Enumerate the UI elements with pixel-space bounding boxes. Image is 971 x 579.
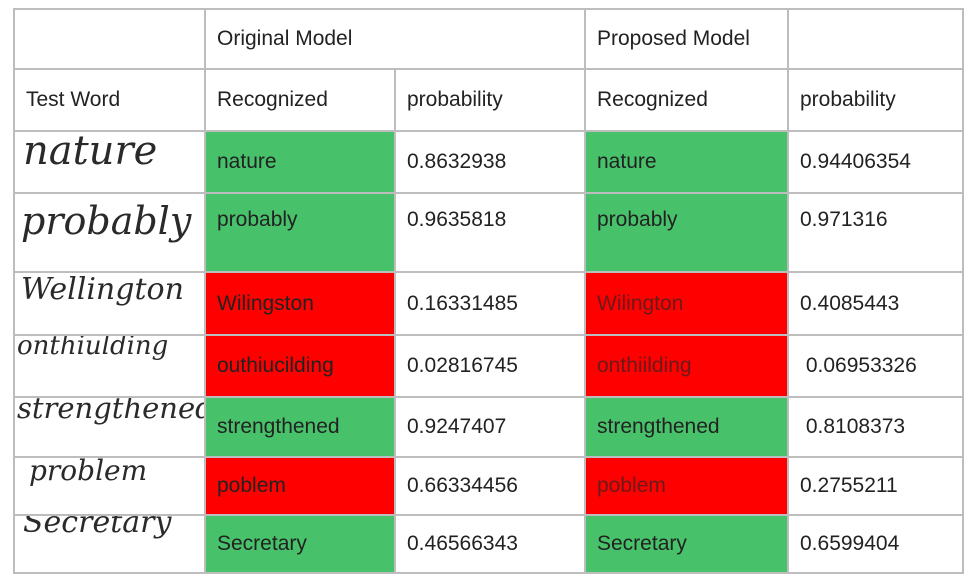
handwritten-word: probably: [21, 199, 192, 243]
handwritten-word-image: Secretary: [13, 514, 206, 574]
orig-probability-cell: 0.9247407: [394, 396, 586, 458]
handwritten-word-image: strengthened: [13, 396, 206, 458]
header-test-word: Test Word: [13, 68, 206, 132]
handwritten-word-image: problem: [13, 456, 206, 516]
header-prop-probability: probability: [787, 68, 964, 132]
orig-recognized-cell: outhiucilding: [204, 334, 396, 398]
orig-recognized-cell: Wilingston: [204, 271, 396, 336]
prop-probability-cell: 0.8108373: [787, 396, 964, 458]
table-row: strengthened strengthened 0.9247407 stre…: [13, 396, 964, 458]
table-row: onthiulding outhiucilding 0.02816745 ont…: [13, 334, 964, 398]
prop-recognized-cell: onthiilding: [584, 334, 789, 398]
header-prop-recognized: Recognized: [584, 68, 789, 132]
prop-recognized-cell: strengthened: [584, 396, 789, 458]
prop-recognized-cell: nature: [584, 130, 789, 194]
table-row: Secretary Secretary 0.46566343 Secretary…: [13, 514, 964, 574]
orig-probability-cell: 0.02816745: [394, 334, 586, 398]
handwritten-word-image: onthiulding: [13, 334, 206, 398]
header-proposed-model: Proposed Model: [584, 8, 789, 70]
orig-recognized-cell: poblem: [204, 456, 396, 516]
header-row-models: Original Model Proposed Model: [13, 8, 964, 70]
prop-probability-cell: 0.6599404: [787, 514, 964, 574]
orig-probability-cell: 0.66334456: [394, 456, 586, 516]
orig-probability-cell: 0.9635818: [394, 192, 586, 273]
prop-recognized-cell: Secretary: [584, 514, 789, 574]
prop-probability-cell: 0.971316: [787, 192, 964, 273]
orig-recognized-cell: nature: [204, 130, 396, 194]
handwritten-word: Wellington: [21, 273, 184, 307]
table-row: nature nature 0.8632938 nature 0.9440635…: [13, 130, 964, 194]
handwritten-word-image: probably: [13, 192, 206, 273]
orig-recognized-cell: strengthened: [204, 396, 396, 458]
header-empty-cell: [13, 8, 206, 70]
results-table: Original Model Proposed Model Test Word …: [13, 8, 964, 574]
header-empty-cell-right: [787, 8, 964, 70]
handwritten-word: strengthened: [17, 398, 204, 425]
handwritten-word: problem: [29, 458, 147, 487]
table-row: probably probably 0.9635818 probably 0.9…: [13, 192, 964, 273]
handwritten-word: onthiulding: [17, 336, 168, 361]
header-orig-probability: probability: [394, 68, 586, 132]
orig-recognized-cell: Secretary: [204, 514, 396, 574]
header-original-model: Original Model: [204, 8, 586, 70]
table-row: problem poblem 0.66334456 poblem 0.27552…: [13, 456, 964, 516]
prop-recognized-cell: Wilington: [584, 271, 789, 336]
prop-recognized-cell: probably: [584, 192, 789, 273]
header-orig-recognized: Recognized: [204, 68, 396, 132]
prop-recognized-cell: poblem: [584, 456, 789, 516]
orig-probability-cell: 0.16331485: [394, 271, 586, 336]
orig-probability-cell: 0.46566343: [394, 514, 586, 574]
prop-probability-cell: 0.2755211: [787, 456, 964, 516]
handwritten-word: nature: [23, 132, 157, 174]
orig-recognized-cell: probably: [204, 192, 396, 273]
table-row: Wellington Wilingston 0.16331485 Wilingt…: [13, 271, 964, 336]
handwritten-word-image: nature: [13, 130, 206, 194]
header-row-columns: Test Word Recognized probability Recogni…: [13, 68, 964, 132]
prop-probability-cell: 0.4085443: [787, 271, 964, 336]
handwritten-word-image: Wellington: [13, 271, 206, 336]
prop-probability-cell: 0.94406354: [787, 130, 964, 194]
orig-probability-cell: 0.8632938: [394, 130, 586, 194]
handwritten-word: Secretary: [23, 516, 172, 540]
prop-probability-cell: 0.06953326: [787, 334, 964, 398]
